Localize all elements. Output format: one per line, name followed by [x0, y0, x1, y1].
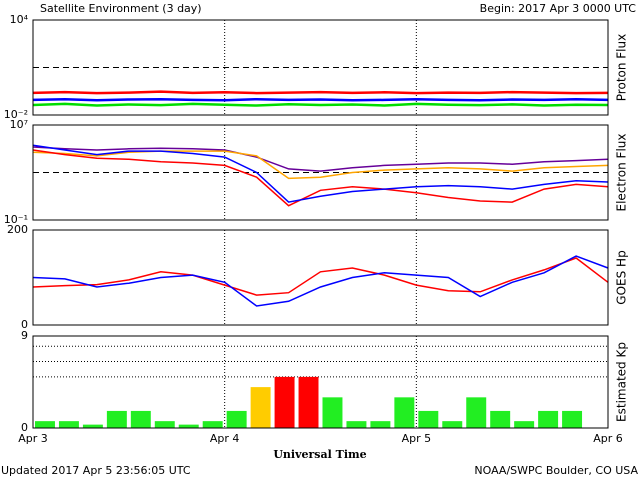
kp-bar	[394, 397, 415, 428]
kp-bar	[154, 421, 175, 428]
panel-frame	[32, 124, 609, 221]
y-tick-label: 0	[21, 421, 28, 434]
series-line	[32, 102, 609, 107]
kp-bar	[35, 421, 55, 428]
x-tick-label: Apr 6	[593, 432, 623, 445]
y-axis-label: Proton Flux	[615, 34, 629, 101]
kp-bar	[250, 387, 271, 428]
x-axis-label: Universal Time	[273, 448, 366, 461]
panel-frame	[32, 19, 609, 116]
kp-bar	[274, 376, 295, 428]
kp-bar	[226, 410, 247, 428]
y-axis-label: Estimated Kp	[615, 342, 629, 422]
series-line	[32, 146, 609, 172]
y-tick-label: 10⁷	[10, 118, 28, 131]
kp-bar	[538, 410, 559, 428]
series-line	[32, 90, 609, 95]
kp-bar	[442, 421, 463, 428]
y-tick-label: 10⁻¹	[4, 213, 28, 226]
kp-bar	[130, 410, 151, 428]
y-tick-label: 10⁻²	[4, 108, 28, 121]
kp-bar	[370, 421, 391, 428]
x-tick-label: Apr 3	[18, 432, 48, 445]
series-line	[32, 150, 609, 180]
kp-bar	[298, 376, 319, 428]
series-line	[32, 97, 609, 102]
chart-title: Satellite Environment (3 day)	[40, 2, 202, 15]
credit: NOAA/SWPC Boulder, CO USA	[474, 464, 638, 477]
updated-time: Updated 2017 Apr 5 23:56:05 UTC	[1, 464, 191, 477]
series-line	[32, 144, 609, 203]
panel-frame	[32, 229, 609, 326]
y-tick-label: 10⁴	[10, 13, 29, 26]
kp-bar	[514, 421, 535, 428]
kp-bar	[562, 410, 583, 428]
kp-bar	[106, 410, 127, 428]
kp-bar	[82, 424, 103, 428]
y-tick-label: 0	[21, 318, 28, 331]
y-tick-label: 200	[7, 223, 28, 236]
kp-bar	[490, 410, 511, 428]
y-axis-label: GOES Hp	[615, 250, 629, 304]
series-line	[32, 255, 609, 307]
x-tick-label: Apr 4	[210, 432, 240, 445]
panel-frame	[32, 335, 609, 429]
kp-bar	[466, 397, 487, 428]
kp-bar	[58, 421, 79, 428]
kp-bar	[322, 397, 343, 428]
kp-bar	[418, 410, 439, 428]
kp-bar	[178, 424, 199, 428]
x-tick-label: Apr 5	[402, 432, 432, 445]
begin-time: Begin: 2017 Apr 3 0000 UTC	[480, 2, 637, 15]
y-tick-label: 9	[21, 329, 28, 342]
kp-bar	[202, 421, 223, 428]
y-axis-label: Electron Flux	[615, 134, 629, 212]
series-line	[32, 257, 609, 296]
series-line	[32, 149, 609, 207]
kp-bar	[346, 421, 367, 428]
